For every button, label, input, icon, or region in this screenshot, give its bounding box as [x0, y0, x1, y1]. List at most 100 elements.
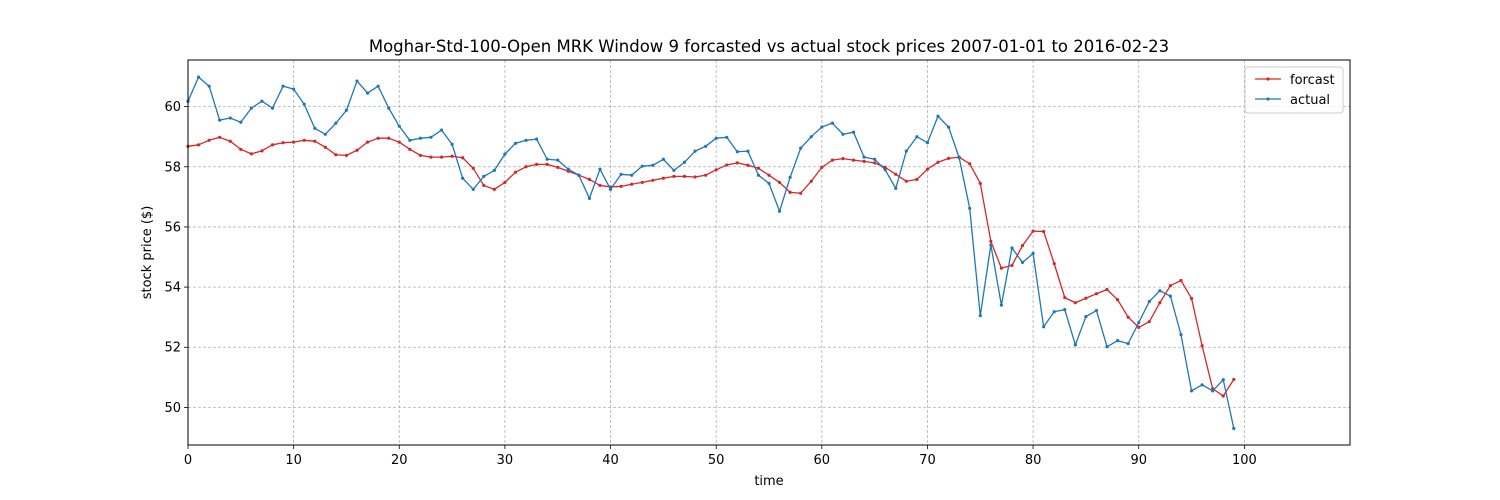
data-point-actual	[429, 135, 433, 139]
data-point-actual	[999, 303, 1004, 307]
data-point-actual	[904, 149, 908, 153]
data-point-forcast	[799, 191, 803, 195]
data-point-forcast	[196, 143, 201, 147]
data-point-actual	[915, 135, 919, 139]
data-point-forcast	[471, 166, 475, 170]
data-point-actual	[376, 84, 380, 88]
data-point-forcast	[1232, 377, 1236, 382]
data-point-actual	[313, 126, 317, 130]
legend-marker-forcast	[1266, 77, 1270, 81]
y-tick-label: 52	[164, 341, 181, 356]
data-point-forcast	[968, 162, 972, 166]
data-point-actual	[577, 173, 581, 177]
y-tick-label: 50	[164, 401, 181, 416]
data-point-actual	[556, 158, 560, 162]
data-point-actual	[1042, 325, 1046, 329]
ticks: 0 10 20 30 40 50 60 70 80 90 100 50 52 54 56 58 60	[164, 100, 1256, 468]
x-tick-label: 90	[1130, 453, 1147, 468]
data-point-forcast	[714, 168, 718, 172]
data-point-actual	[1147, 299, 1151, 304]
data-point-actual	[355, 79, 359, 83]
data-point-actual	[1084, 314, 1088, 319]
x-tick-label: 0	[184, 453, 192, 468]
data-point-actual	[608, 187, 613, 191]
data-point-actual	[682, 160, 687, 164]
data-point-forcast	[281, 141, 285, 145]
data-point-forcast	[1126, 315, 1130, 319]
data-point-actual	[725, 135, 729, 139]
grid	[187, 60, 1350, 445]
data-point-forcast	[735, 161, 739, 165]
data-point-actual	[672, 168, 676, 172]
data-point-actual	[957, 156, 961, 160]
data-point-actual	[260, 99, 264, 103]
x-tick-label: 80	[1025, 453, 1042, 468]
y-tick-label: 56	[164, 220, 181, 235]
data-point-actual	[883, 168, 887, 172]
data-point-forcast	[313, 139, 317, 143]
data-point-forcast	[1158, 301, 1162, 305]
data-point-actual	[946, 125, 951, 129]
data-point-actual	[1189, 389, 1194, 393]
x-tick-label: 40	[602, 453, 619, 468]
data-point-actual	[1116, 339, 1120, 343]
data-point-actual	[989, 243, 993, 247]
data-point-actual	[640, 164, 644, 168]
data-point-actual	[1052, 310, 1056, 314]
data-point-actual	[651, 163, 655, 167]
data-point-forcast	[365, 140, 370, 144]
data-point-forcast	[1063, 296, 1067, 300]
data-point-actual	[439, 128, 444, 132]
x-tick-label: 30	[497, 453, 514, 468]
data-point-actual	[809, 135, 813, 139]
data-point-forcast	[820, 165, 824, 169]
data-point-forcast	[1010, 263, 1014, 268]
data-point-actual	[207, 84, 211, 88]
data-point-actual	[408, 138, 412, 142]
data-point-forcast	[999, 266, 1004, 270]
data-point-forcast	[249, 152, 253, 156]
data-point-actual	[196, 75, 201, 79]
data-point-forcast	[355, 148, 359, 152]
data-point-forcast	[651, 178, 655, 182]
data-point-actual	[482, 174, 486, 178]
data-point-forcast	[619, 184, 623, 188]
chart-title: Moghar-Std-100-Open MRK Window 9 forcast…	[369, 37, 1169, 56]
y-tick-label: 60	[164, 100, 181, 115]
data-point-actual	[968, 206, 972, 210]
data-point-forcast	[904, 179, 908, 183]
data-point-forcast	[1042, 229, 1046, 234]
data-point-actual	[545, 157, 549, 161]
data-point-forcast	[925, 167, 930, 171]
data-point-forcast	[1084, 296, 1088, 300]
data-point-actual	[661, 157, 665, 161]
data-point-forcast	[704, 173, 708, 177]
data-point-forcast	[439, 155, 444, 159]
data-point-actual	[461, 176, 465, 180]
x-tick-label: 20	[391, 453, 408, 468]
x-axis-label: time	[754, 474, 783, 489]
data-point-forcast	[672, 174, 676, 178]
x-tick-label: 70	[919, 453, 936, 468]
data-point-actual	[756, 173, 761, 177]
data-point-actual	[894, 186, 898, 191]
series-line-forcast	[187, 136, 1235, 397]
data-point-actual	[1168, 294, 1173, 298]
data-point-forcast	[788, 190, 792, 194]
data-point-forcast	[1168, 283, 1173, 288]
x-tick-label: 60	[814, 453, 831, 468]
data-point-forcast	[344, 153, 349, 157]
data-point-forcast	[376, 136, 380, 140]
data-point-actual	[1105, 345, 1109, 349]
data-point-actual	[1232, 426, 1236, 431]
data-point-actual	[344, 108, 349, 112]
data-point-actual	[323, 132, 327, 136]
data-point-actual	[503, 152, 507, 156]
data-point-forcast	[1179, 278, 1183, 283]
data-point-forcast	[946, 156, 951, 160]
data-point-forcast	[894, 172, 898, 176]
data-point-forcast	[545, 162, 549, 166]
data-point-forcast	[1094, 292, 1099, 296]
data-point-actual	[587, 196, 592, 200]
data-point-forcast	[725, 163, 729, 167]
